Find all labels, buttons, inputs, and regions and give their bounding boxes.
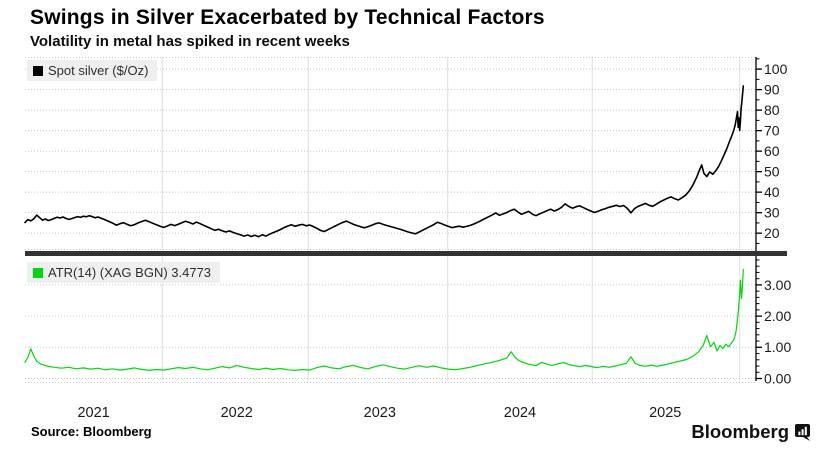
- page-title: Swings in Silver Exacerbated by Technica…: [30, 6, 545, 29]
- legend-spot-silver: Spot silver ($/Oz): [27, 60, 158, 81]
- y-tick-label: 50: [764, 164, 780, 180]
- top-panel: 20 30 40 50 60 70 80 90 100: [24, 57, 788, 250]
- silver-legend-swatch-icon: [33, 65, 43, 76]
- y-tick-label: 80: [764, 102, 780, 118]
- x-axis-labels: 2021 2022 2023 2024 2025: [77, 405, 681, 421]
- y-tick-label: 3.00: [764, 277, 791, 293]
- year-gridlines: [161, 57, 741, 381]
- y-tick-label: 0.00: [764, 370, 791, 386]
- y-tick-label: 2.00: [764, 308, 791, 324]
- y-tick-label: 40: [764, 184, 780, 200]
- atr-14-xag-bgn-series-line: [24, 268, 744, 371]
- panel-separator: [25, 251, 787, 256]
- spot-silver-series-line: [24, 85, 745, 238]
- legend-atr: ATR(14) (XAG BGN) 3.4773: [27, 262, 221, 283]
- bloomberg-brand: Bloomberg: [691, 421, 812, 443]
- silver-legend-label: Spot silver ($/Oz): [48, 63, 149, 78]
- x-tick-label: 2022: [221, 405, 253, 421]
- bloomberg-wordmark: Bloomberg: [691, 421, 789, 442]
- source-attribution: Source: Bloomberg: [31, 424, 152, 439]
- y-tick-label: 1.00: [764, 339, 791, 355]
- x-tick-label: 2023: [364, 405, 396, 421]
- page-subtitle: Volatility in metal has spiked in recent…: [30, 33, 350, 50]
- y-tick-label: 20: [764, 225, 780, 241]
- atr-legend-swatch-icon: [33, 267, 43, 278]
- bottom-panel: 0.00 1.00 2.00 3.00: [24, 259, 791, 386]
- y-tick-label: 70: [764, 123, 780, 139]
- y-tick-label: 60: [764, 143, 780, 159]
- x-tick-label: 2024: [504, 405, 536, 421]
- y-tick-label: 90: [764, 82, 780, 98]
- y-tick-label: 100: [764, 61, 788, 77]
- y-tick-label: 30: [764, 205, 780, 221]
- bloomberg-logo-icon: [795, 423, 810, 441]
- x-tick-label: 2025: [649, 405, 681, 421]
- x-tick-label: 2021: [77, 405, 109, 421]
- atr-legend-label: ATR(14) (XAG BGN) 3.4773: [48, 265, 212, 280]
